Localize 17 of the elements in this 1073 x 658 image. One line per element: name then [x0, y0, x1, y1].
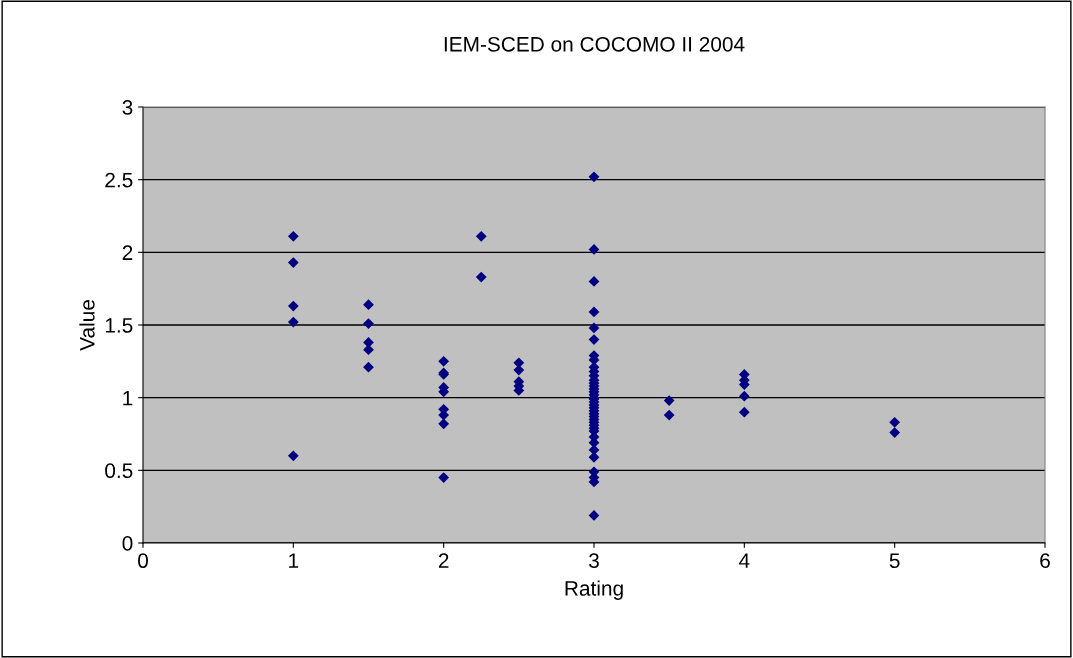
y-tick-label: 1.5: [105, 318, 133, 333]
x-tick-label: 0: [138, 553, 148, 569]
y-tick-label: 2.5: [105, 172, 133, 188]
y-tick-label: 2: [122, 245, 133, 260]
x-tick-label: 6: [1040, 553, 1050, 569]
y-tick-label: 0.5: [105, 463, 133, 479]
x-tick-label: 5: [889, 553, 900, 569]
y-tick-label: 0: [122, 536, 133, 551]
x-axis-title: Rating: [565, 580, 623, 600]
y-tick-label: 1: [123, 390, 133, 406]
y-tick-label: 3: [122, 100, 133, 115]
chart-title: IEM-SCED on COCOMO II 2004: [444, 36, 745, 52]
x-tick-label: 2: [438, 553, 449, 568]
x-tick-label: 3: [589, 553, 599, 569]
x-tick-label: 4: [739, 553, 750, 568]
y-axis-title: Value: [79, 300, 95, 351]
x-tick-label: 1: [289, 553, 299, 568]
